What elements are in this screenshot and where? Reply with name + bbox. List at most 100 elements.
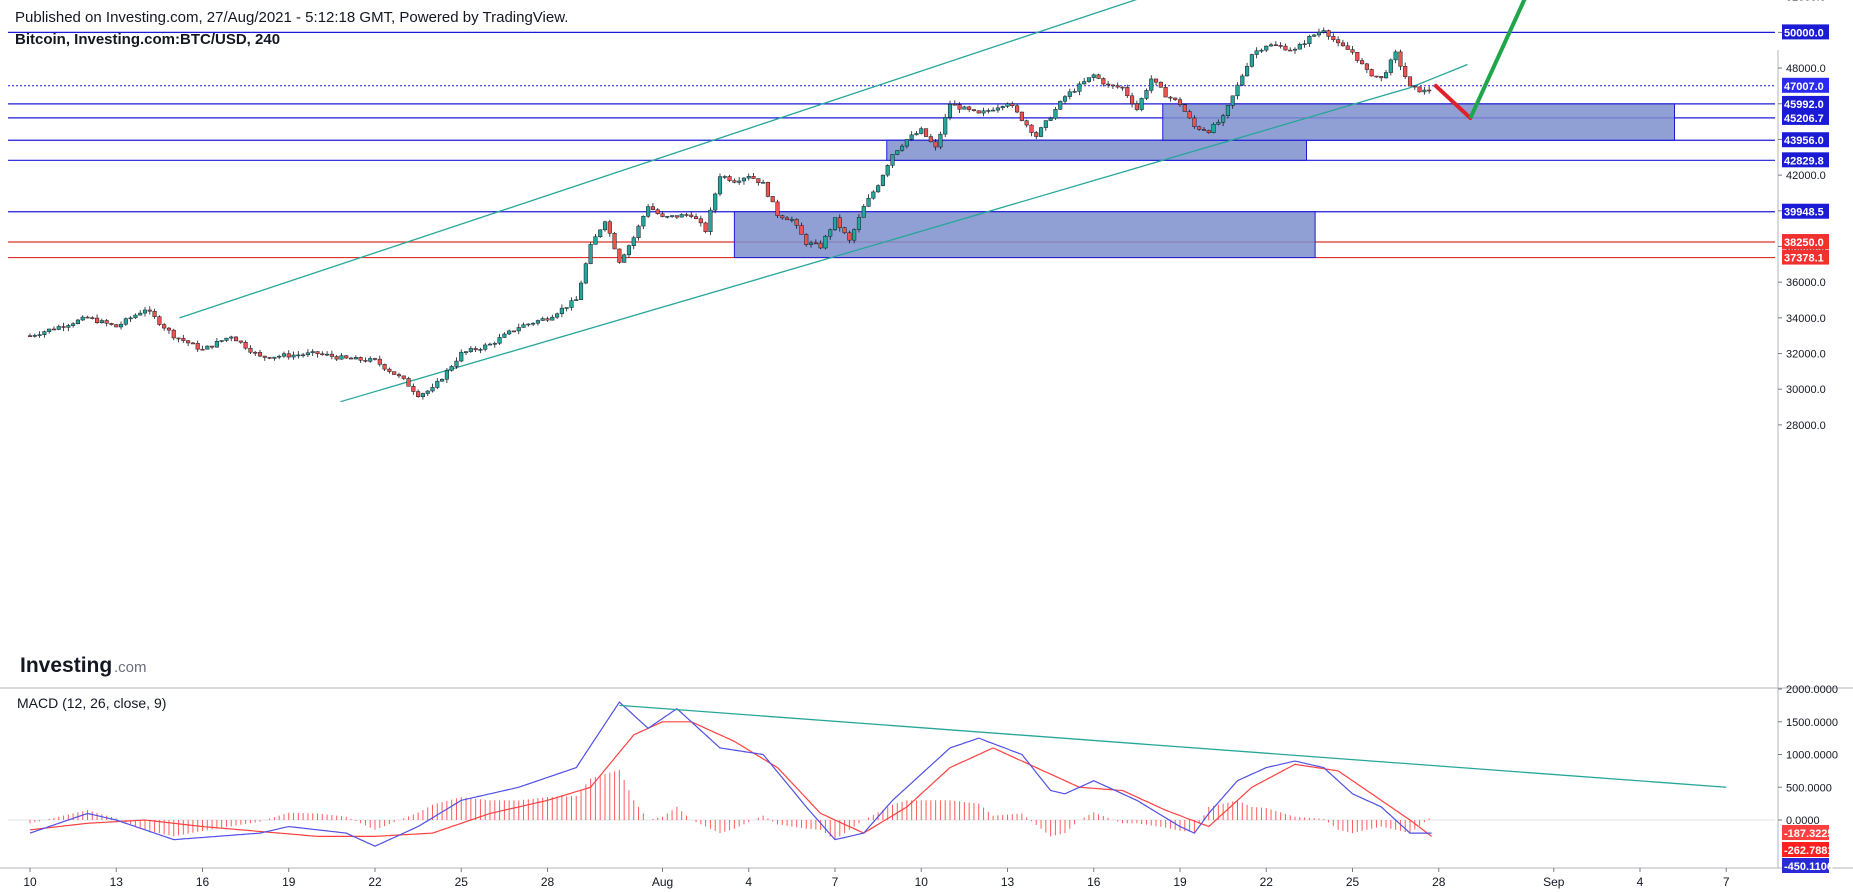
candle-body bbox=[569, 300, 574, 308]
candle-body bbox=[459, 351, 464, 362]
candle-body bbox=[938, 133, 943, 148]
zone-box-2[interactable] bbox=[886, 139, 1307, 161]
candle-body bbox=[574, 299, 579, 301]
macd-y-tick-label: 1000.0000 bbox=[1786, 750, 1838, 762]
candle-body bbox=[1407, 76, 1413, 87]
zone-box-3[interactable] bbox=[1162, 103, 1675, 141]
candle-body bbox=[1048, 117, 1053, 121]
x-tick-label: 7 bbox=[832, 875, 839, 889]
candle-body bbox=[1374, 75, 1379, 78]
candle-body bbox=[923, 128, 929, 137]
projection-arrows[interactable] bbox=[1433, 0, 1557, 121]
candle-body bbox=[190, 342, 195, 345]
candle-body bbox=[780, 215, 785, 219]
candle-body bbox=[607, 221, 612, 234]
projection-down-arrow[interactable] bbox=[1433, 83, 1473, 121]
candle-body bbox=[856, 217, 862, 230]
candle-body bbox=[281, 353, 287, 357]
x-tick-label: 16 bbox=[196, 875, 210, 889]
candle-body bbox=[171, 329, 176, 339]
candle-body bbox=[703, 222, 708, 232]
published-note: Published on Investing.com, 27/Aug/2021 … bbox=[15, 9, 569, 26]
macd-title: MACD (12, 26, close, 9) bbox=[17, 695, 166, 711]
channel-line-3[interactable] bbox=[1409, 63, 1468, 89]
candle-body bbox=[1259, 49, 1264, 52]
candle-body bbox=[1422, 89, 1427, 93]
zone-box-1[interactable] bbox=[733, 211, 1316, 259]
price-badge-50000.0: 50000.0 bbox=[1784, 27, 1824, 39]
candle-body bbox=[914, 133, 919, 136]
candle-body bbox=[1340, 42, 1345, 47]
candle-body bbox=[943, 117, 948, 135]
candle-body bbox=[396, 374, 402, 377]
candle-body bbox=[1221, 115, 1226, 123]
candle-body bbox=[425, 390, 430, 394]
candle-body bbox=[1192, 117, 1197, 128]
candle-body bbox=[981, 110, 986, 114]
candle-body bbox=[900, 145, 905, 151]
candle-body bbox=[962, 106, 967, 110]
candle-body bbox=[1379, 76, 1384, 79]
candle-body bbox=[1268, 44, 1274, 47]
candle-body bbox=[550, 316, 555, 321]
macd-trend-line[interactable] bbox=[619, 704, 1727, 788]
trend-channel[interactable] bbox=[179, 0, 1468, 403]
candle-body bbox=[310, 351, 315, 354]
candle-body bbox=[61, 326, 66, 328]
channel-line-1[interactable] bbox=[179, 0, 1296, 319]
x-tick-label: 19 bbox=[282, 875, 296, 889]
projection-up-arrow[interactable] bbox=[1468, 0, 1556, 119]
candle-body bbox=[832, 217, 838, 231]
candle-body bbox=[277, 355, 282, 358]
candle-body bbox=[904, 139, 909, 147]
candle-body bbox=[1230, 95, 1235, 106]
x-tick-label: 16 bbox=[1087, 875, 1101, 889]
candle-body bbox=[104, 320, 109, 324]
candle-body bbox=[1072, 91, 1077, 93]
candle-body bbox=[737, 180, 742, 183]
candle-body bbox=[157, 316, 162, 325]
support-zones[interactable] bbox=[733, 103, 1675, 259]
y-tick-label: 28000.0 bbox=[1786, 420, 1826, 432]
candle-body bbox=[162, 324, 167, 329]
candle-body bbox=[463, 351, 469, 353]
candle-body bbox=[444, 370, 449, 380]
candle-body bbox=[1106, 83, 1111, 86]
candle-body bbox=[291, 354, 296, 358]
candle-body bbox=[210, 345, 215, 348]
price-badge-37378.1-bg bbox=[1782, 249, 1829, 265]
x-tick-label: Aug bbox=[652, 875, 673, 889]
candle-body bbox=[847, 232, 852, 241]
x-tick-label: 25 bbox=[455, 875, 469, 889]
candle-body bbox=[511, 330, 517, 333]
candle-body bbox=[262, 355, 267, 358]
candle-body bbox=[885, 165, 890, 176]
candle-body bbox=[301, 354, 306, 357]
candle-body bbox=[1369, 69, 1374, 77]
candlestick-series bbox=[27, 27, 1432, 400]
candle-body bbox=[861, 206, 866, 218]
candle-body bbox=[665, 216, 670, 218]
candle-body bbox=[1149, 78, 1154, 91]
candle-body bbox=[75, 319, 80, 324]
candle-body bbox=[1182, 104, 1187, 112]
candle-body bbox=[1211, 123, 1216, 133]
candle-body bbox=[1000, 106, 1005, 109]
candle-body bbox=[1383, 72, 1389, 79]
candle-body bbox=[1350, 49, 1355, 53]
candle-body bbox=[1427, 89, 1432, 92]
price-badge-37378.1: 37378.1 bbox=[1784, 253, 1824, 265]
candle-body bbox=[842, 227, 847, 234]
channel-line-2[interactable] bbox=[340, 87, 1411, 403]
candle-body bbox=[497, 337, 502, 344]
candle-body bbox=[138, 312, 143, 316]
candle-body bbox=[545, 318, 550, 321]
candle-body bbox=[1355, 51, 1360, 61]
macd-badge-signal: -450.1106 bbox=[1784, 861, 1833, 873]
candle-body bbox=[617, 248, 622, 263]
candle-body bbox=[133, 314, 138, 319]
candle-body bbox=[320, 353, 325, 356]
candle-body bbox=[1240, 75, 1245, 86]
candle-body bbox=[741, 177, 747, 182]
